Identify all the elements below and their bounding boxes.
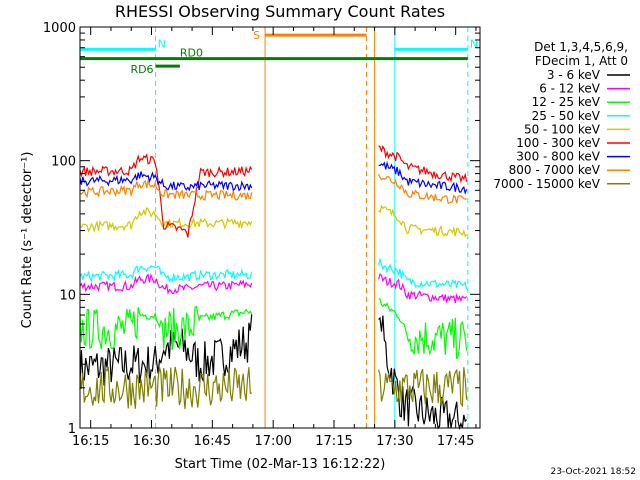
legend-entry-1: 6 - 12 keV xyxy=(539,82,601,96)
x-tick-label-1: 16:30 xyxy=(133,434,170,449)
series-line-2-0 xyxy=(79,305,253,350)
legend-header-0: Det 1,3,4,5,6,9, xyxy=(534,40,628,54)
series-line-5-0 xyxy=(79,153,253,238)
plot-frame xyxy=(79,26,481,429)
x-tick-label-0: 16:15 xyxy=(72,434,109,449)
series-4 xyxy=(79,204,468,238)
series-line-1-1 xyxy=(378,272,468,304)
y-tick-label-0: 1 xyxy=(68,422,76,437)
series-6 xyxy=(79,160,468,195)
y-tick-label-2: 100 xyxy=(51,155,76,170)
legend-entry-2: 12 - 25 keV xyxy=(532,95,601,109)
flag-label-4: RD6 xyxy=(130,63,153,76)
series-8 xyxy=(79,366,468,410)
legend: Det 1,3,4,5,6,9,FDecim 1, Att 03 - 6 keV… xyxy=(493,40,630,191)
x-tick-label-5: 17:30 xyxy=(376,434,413,449)
series-line-0-0 xyxy=(79,314,253,390)
series-3 xyxy=(79,257,468,290)
series-line-1-0 xyxy=(79,272,253,295)
series-line-3-0 xyxy=(79,264,253,283)
x-tick-label-6: 17:45 xyxy=(437,434,474,449)
legend-entry-0: 3 - 6 keV xyxy=(547,68,601,82)
legend-entry-5: 100 - 300 keV xyxy=(516,136,600,150)
y-axis-label: Count Rate (s⁻¹ detector⁻¹) xyxy=(20,152,35,329)
legend-entry-8: 7000 - 15000 keV xyxy=(493,177,600,191)
series-2 xyxy=(79,297,468,360)
legend-entry-3: 25 - 50 keV xyxy=(532,109,601,123)
series-7 xyxy=(79,173,467,204)
series-line-2-1 xyxy=(378,297,468,360)
y-tick-label-3: 1000 xyxy=(43,21,76,36)
series-line-4-0 xyxy=(79,206,253,233)
series-line-6-1 xyxy=(378,160,468,195)
plot-area: N N S RD0 RD6 16:15 16:30 16:45 17:00 17:15 17:30 1… xyxy=(43,21,481,449)
legend-header-1: FDecim 1, Att 0 xyxy=(535,54,628,68)
series-line-3-1 xyxy=(378,257,468,290)
series-line-5-1 xyxy=(378,145,468,184)
y-tick-label-1: 10 xyxy=(59,288,76,303)
legend-entry-7: 800 - 7000 keV xyxy=(509,163,601,177)
series-line-8-0 xyxy=(79,366,252,410)
series-line-6-0 xyxy=(79,171,253,192)
series-line-4-1 xyxy=(378,204,468,238)
x-tick-label-3: 17:00 xyxy=(254,434,291,449)
chart-title: RHESSI Observing Summary Count Rates xyxy=(115,2,445,21)
series-line-7-0 xyxy=(79,178,253,201)
series-line-8-1 xyxy=(378,367,468,408)
series-1 xyxy=(79,272,468,304)
series-0 xyxy=(79,314,468,431)
x-tick-label-2: 16:45 xyxy=(194,434,231,449)
series-line-7-1 xyxy=(378,173,467,204)
legend-entry-6: 300 - 800 keV xyxy=(516,150,600,164)
legend-entry-4: 50 - 100 keV xyxy=(524,122,601,136)
x-axis-label: Start Time (02-Mar-13 16:12:22) xyxy=(175,457,386,472)
flag-label-0: N xyxy=(158,37,166,50)
flag-label-2: S xyxy=(253,29,260,42)
flag-label-3: RD0 xyxy=(180,47,203,60)
flag-label-1: N xyxy=(470,37,478,50)
footer-timestamp: 23-Oct-2021 18:52 xyxy=(551,467,636,477)
x-tick-label-4: 17:15 xyxy=(315,434,352,449)
series-5 xyxy=(79,145,468,238)
